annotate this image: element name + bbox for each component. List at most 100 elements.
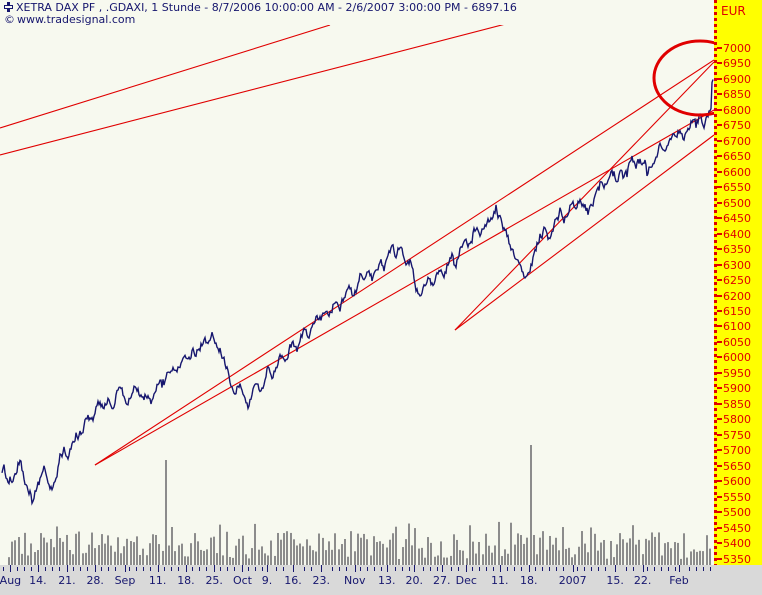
volume-bar bbox=[354, 551, 356, 565]
price-tick-label: 6150 bbox=[723, 304, 751, 318]
volume-bar bbox=[325, 550, 327, 565]
volume-bar bbox=[466, 558, 468, 565]
volume-bar bbox=[235, 545, 237, 565]
volume-bar bbox=[370, 555, 372, 565]
volume-bar bbox=[245, 554, 247, 565]
price-tick: 6150 bbox=[717, 304, 762, 318]
volume-bar bbox=[248, 558, 250, 565]
price-tick-label: 6100 bbox=[723, 320, 751, 334]
volume-bar bbox=[213, 536, 215, 565]
price-tick-dash bbox=[717, 449, 722, 452]
plot-area[interactable] bbox=[0, 25, 714, 565]
volume-bars bbox=[8, 445, 711, 565]
volume-bar bbox=[443, 557, 445, 565]
price-tick-dash bbox=[717, 464, 722, 467]
volume-bar bbox=[475, 553, 477, 565]
date-tick-major bbox=[466, 565, 468, 572]
date-label: 18. bbox=[520, 574, 538, 587]
price-tick-label: 7000 bbox=[723, 42, 751, 55]
date-tick-major bbox=[321, 565, 323, 572]
date-tick-minor bbox=[129, 567, 130, 571]
date-tick-minor bbox=[703, 567, 704, 571]
date-label: 23. bbox=[312, 574, 331, 587]
price-tick-dash bbox=[717, 557, 722, 560]
volume-bar bbox=[283, 533, 285, 565]
volume-bar bbox=[603, 539, 605, 565]
price-axis[interactable]: EUR 7000 6950 6900 6850 6800 6750 6700 6650 6600… bbox=[714, 0, 762, 566]
date-tick-minor bbox=[31, 567, 32, 571]
volume-bar bbox=[232, 557, 234, 565]
price-tick-dash bbox=[717, 480, 722, 483]
price-tick-label: 6750 bbox=[723, 119, 751, 133]
copyright-icon: © bbox=[4, 12, 15, 26]
volume-bar bbox=[347, 556, 349, 565]
price-tick-label: 5350 bbox=[723, 552, 751, 566]
price-tick: 5500 bbox=[717, 506, 762, 519]
date-label: 21. bbox=[58, 574, 76, 587]
volume-bar bbox=[411, 545, 413, 565]
volume-bar bbox=[277, 532, 279, 565]
volume-bar bbox=[123, 546, 125, 565]
volume-bar bbox=[322, 537, 324, 565]
volume-bar bbox=[56, 526, 58, 565]
volume-bar bbox=[549, 535, 551, 565]
volume-bar bbox=[645, 538, 647, 565]
currency-label: EUR bbox=[721, 4, 746, 18]
date-label: Nov bbox=[344, 574, 366, 587]
volume-bar bbox=[27, 555, 29, 565]
second-channel-upper bbox=[454, 61, 714, 331]
price-line-path bbox=[1, 79, 714, 506]
volume-bar bbox=[606, 558, 608, 565]
volume-bar bbox=[520, 535, 522, 565]
volume-bar bbox=[24, 532, 26, 565]
price-tick-label: 6000 bbox=[723, 351, 751, 365]
volume-bar bbox=[395, 526, 397, 565]
volume-bar bbox=[258, 549, 260, 565]
price-tick-dash bbox=[717, 340, 722, 343]
volume-bar bbox=[226, 531, 228, 565]
upper-long-channel-top bbox=[0, 25, 331, 129]
copyright-row: © www.tradesignal.com bbox=[4, 12, 135, 26]
price-tick-dash bbox=[717, 124, 722, 127]
price-tick: 6700 bbox=[717, 135, 762, 148]
date-label: Feb bbox=[669, 574, 689, 587]
price-tick-dash bbox=[717, 263, 722, 266]
price-tick: 6900 bbox=[717, 73, 762, 86]
date-tick-major bbox=[642, 565, 644, 572]
volume-bar bbox=[616, 544, 618, 565]
price-tick: 6550 bbox=[717, 181, 762, 194]
volume-bar bbox=[43, 537, 45, 565]
date-axis[interactable]: Aug 14. 21. 28. Sep 11. 18. 25. Oct 9. 16. 23. Nov 13… bbox=[0, 565, 762, 595]
date-label: 9. bbox=[261, 574, 273, 587]
date-tick-major bbox=[214, 565, 216, 572]
date-tick-minor bbox=[605, 567, 606, 571]
volume-bar bbox=[421, 547, 423, 565]
date-tick-minor bbox=[115, 567, 116, 571]
volume-bar bbox=[706, 535, 708, 565]
volume-bar bbox=[600, 542, 602, 565]
volume-bar bbox=[379, 541, 381, 565]
volume-bar bbox=[462, 550, 464, 565]
volume-bar bbox=[578, 546, 580, 565]
price-tick: 6800 bbox=[717, 104, 762, 117]
price-tick: 5350 bbox=[717, 552, 762, 566]
volume-bar bbox=[485, 533, 487, 565]
volume-bar bbox=[696, 551, 698, 565]
price-tick-dash bbox=[717, 387, 722, 390]
price-tick-label: 6650 bbox=[723, 150, 751, 164]
volume-bar bbox=[632, 525, 634, 565]
date-tick-minor bbox=[17, 567, 18, 571]
volume-bar bbox=[654, 536, 656, 565]
price-tick: 6200 bbox=[717, 290, 762, 303]
date-tick-minor bbox=[255, 567, 256, 571]
price-tick-dash bbox=[717, 356, 722, 359]
date-tick-minor bbox=[479, 567, 480, 571]
volume-bar bbox=[651, 532, 653, 565]
volume-bar bbox=[168, 545, 170, 565]
volume-bar bbox=[610, 541, 612, 565]
volume-bar bbox=[568, 547, 570, 565]
date-tick-minor bbox=[437, 567, 438, 571]
volume-bar bbox=[72, 554, 74, 565]
volume-bar bbox=[574, 554, 576, 565]
price-tick-label: 5950 bbox=[723, 366, 751, 380]
